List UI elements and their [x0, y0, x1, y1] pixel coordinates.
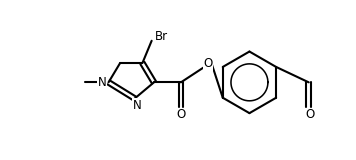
- Text: O: O: [176, 108, 185, 121]
- Text: Br: Br: [155, 30, 168, 43]
- Text: N: N: [133, 99, 141, 112]
- Text: O: O: [305, 108, 314, 121]
- Text: O: O: [203, 57, 213, 70]
- Text: N: N: [98, 76, 107, 89]
